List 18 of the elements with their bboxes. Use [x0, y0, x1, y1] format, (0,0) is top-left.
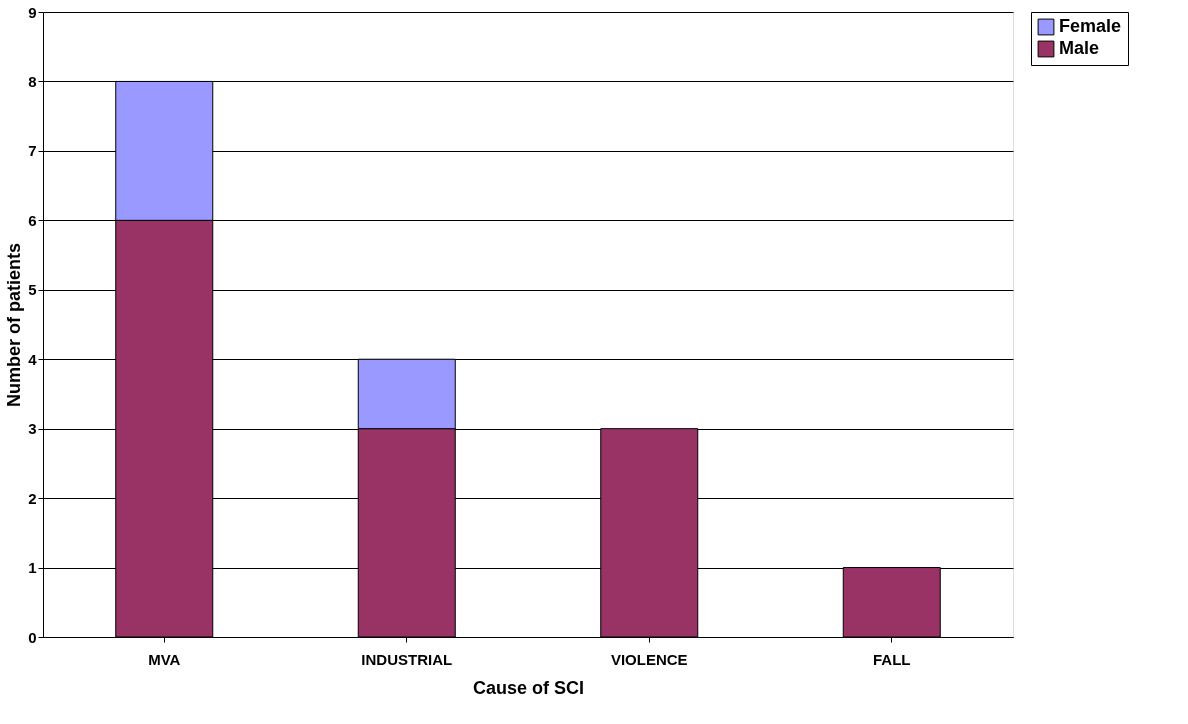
x-tick-label: FALL	[873, 650, 911, 668]
legend-label: Male	[1059, 38, 1100, 58]
legend-label: Female	[1059, 16, 1122, 36]
y-tick-label: 7	[28, 142, 37, 160]
y-axis-title: Number of patients	[4, 242, 25, 408]
y-tick-label: 5	[28, 281, 37, 299]
x-tick-label: INDUSTRIAL	[361, 650, 453, 668]
y-tick-label: 1	[28, 559, 37, 577]
y-tick-label: 4	[28, 350, 38, 368]
x-tick-label: MVA	[148, 650, 181, 668]
x-axis-title: Cause of SCI	[472, 677, 585, 698]
y-tick-label: 8	[28, 72, 37, 90]
y-tick-label: 2	[28, 489, 37, 507]
y-tick-label: 0	[28, 628, 37, 646]
x-tick-label: VIOLENCE	[610, 650, 688, 668]
y-tick-label: 3	[28, 420, 37, 438]
y-tick-label: 9	[28, 3, 37, 21]
y-tick-label: 6	[28, 211, 37, 229]
